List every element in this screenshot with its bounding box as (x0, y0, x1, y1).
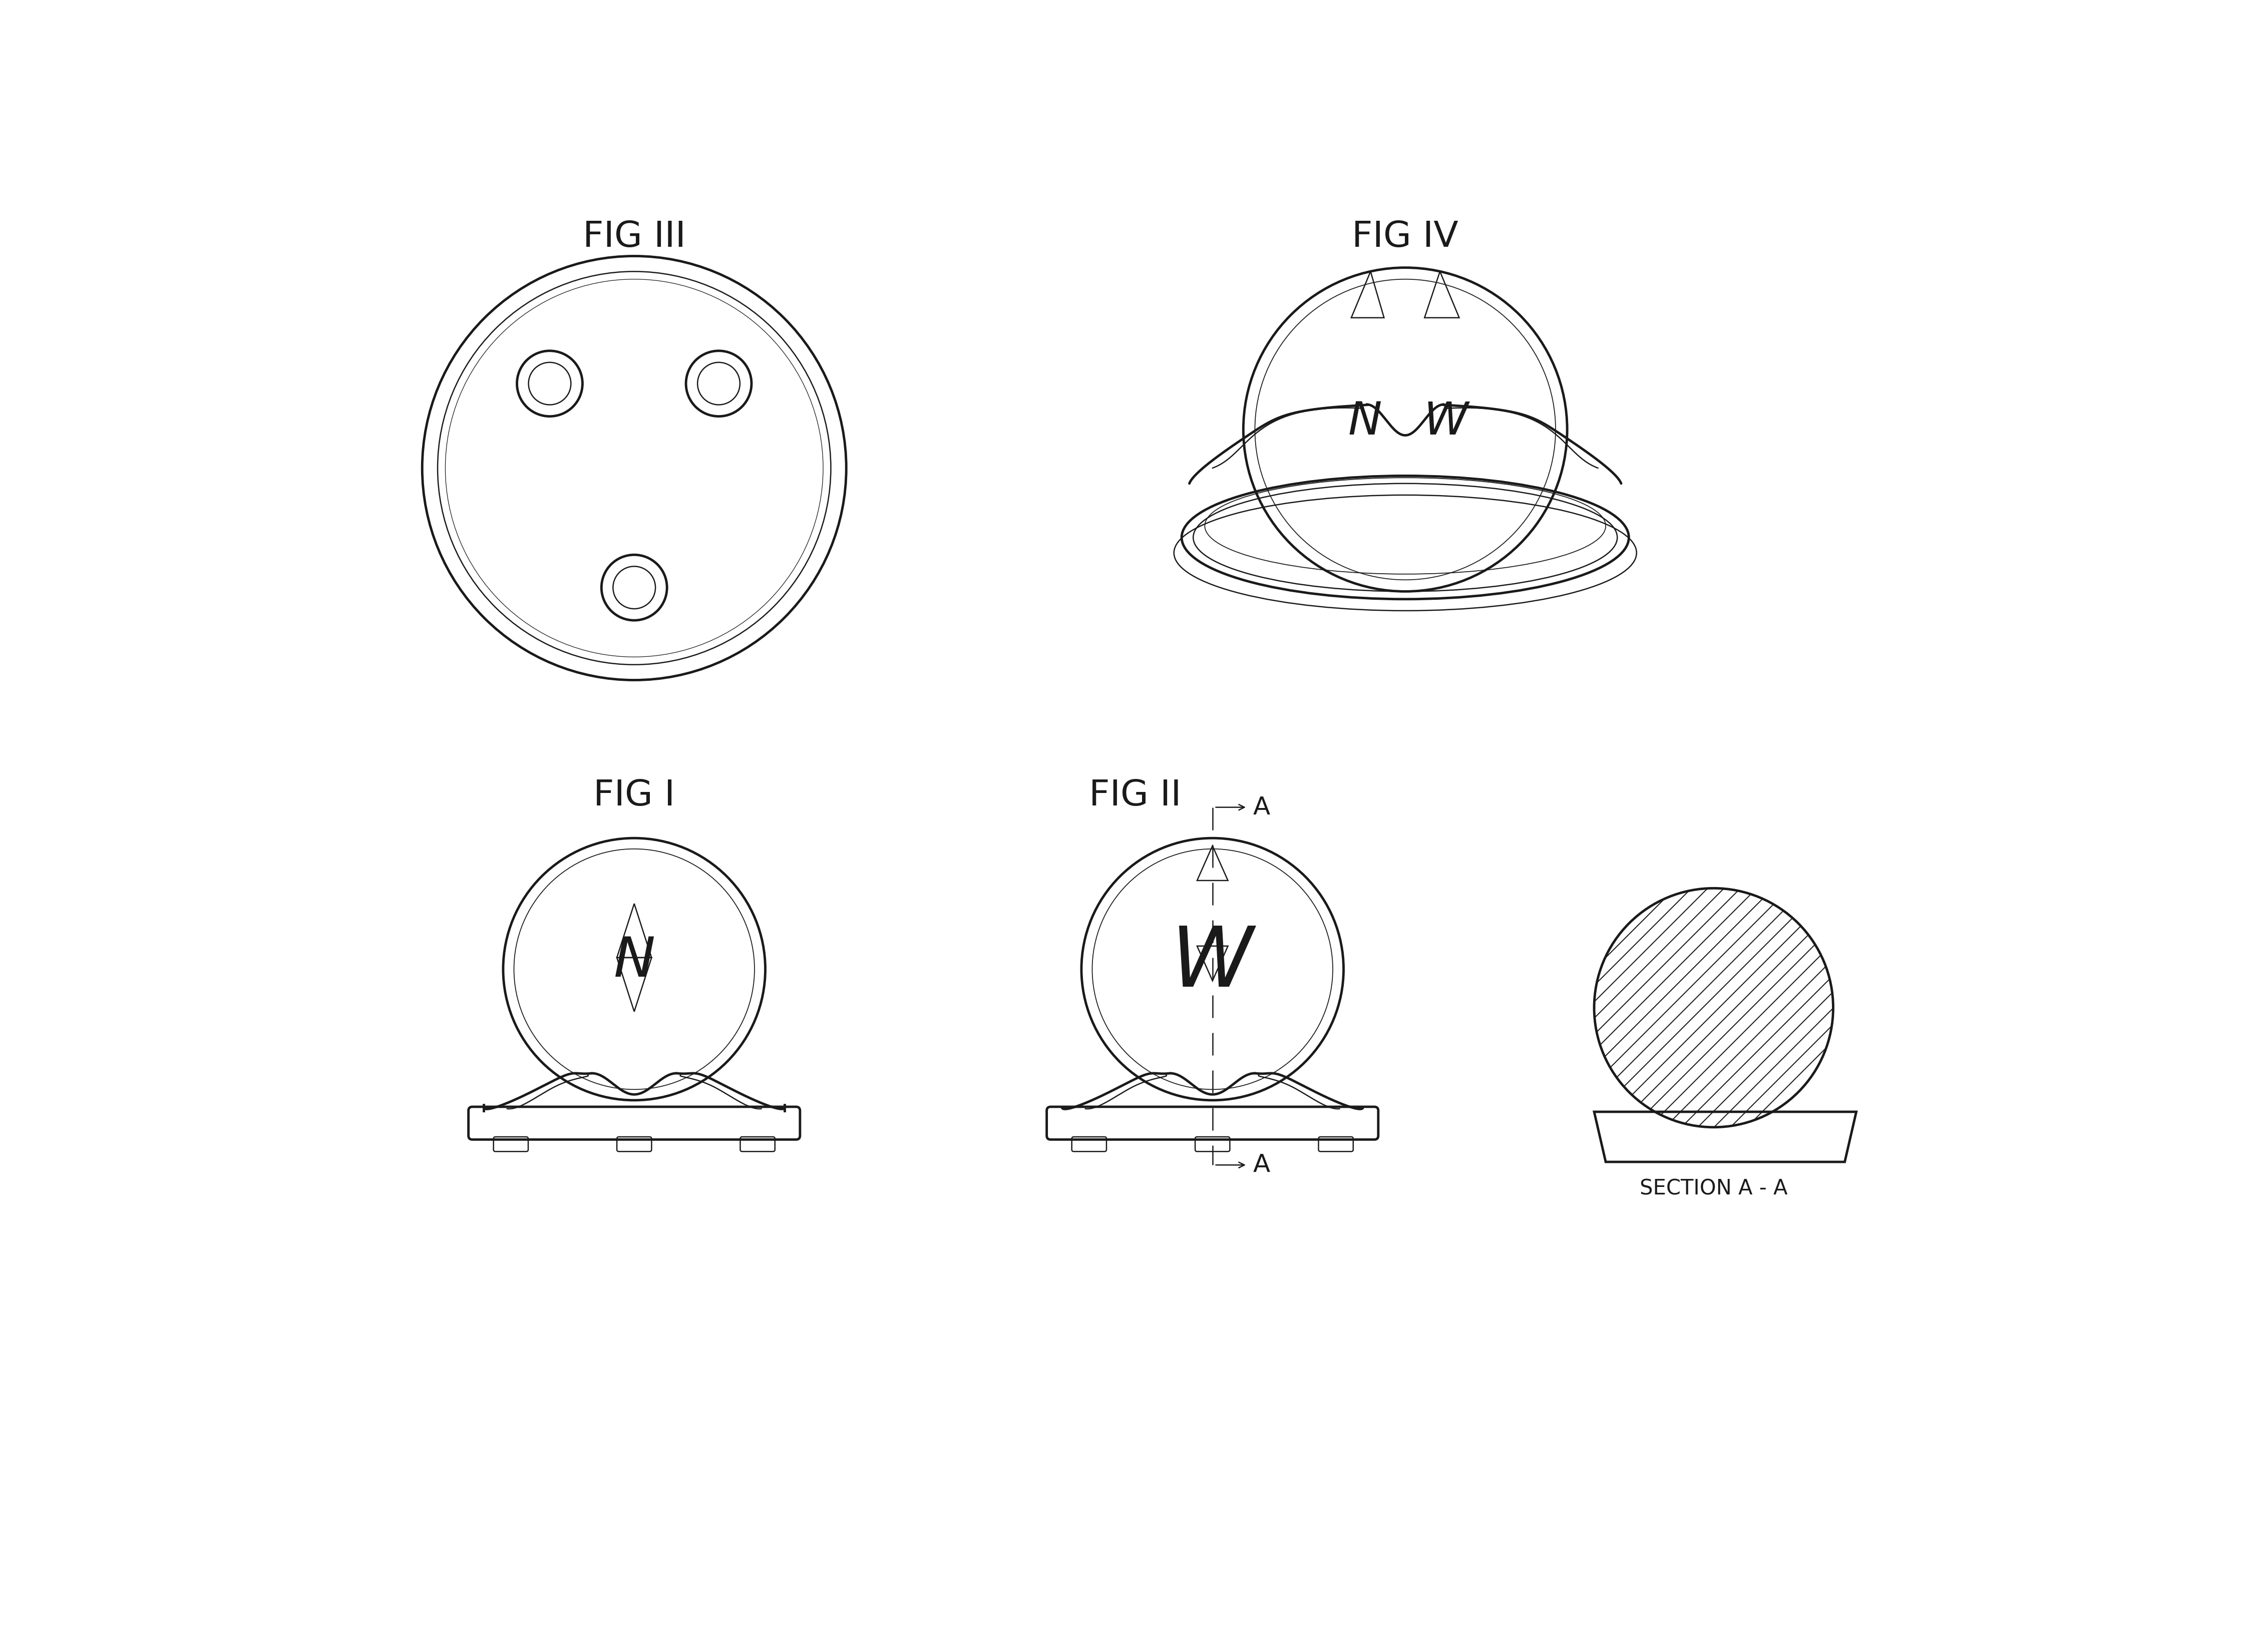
Text: FIG IV: FIG IV (1352, 220, 1458, 254)
Text: A: A (1253, 795, 1271, 819)
Text: FIG I: FIG I (593, 778, 676, 813)
Text: FIG III: FIG III (584, 220, 685, 254)
Text: SECTION A - A: SECTION A - A (1640, 1178, 1787, 1199)
Text: W: W (1172, 922, 1253, 1004)
Text: N: N (613, 935, 656, 988)
Text: A: A (1253, 1153, 1271, 1176)
Text: W: W (1424, 400, 1469, 444)
Text: FIG II: FIG II (1088, 778, 1181, 813)
Text: N: N (1347, 400, 1381, 444)
